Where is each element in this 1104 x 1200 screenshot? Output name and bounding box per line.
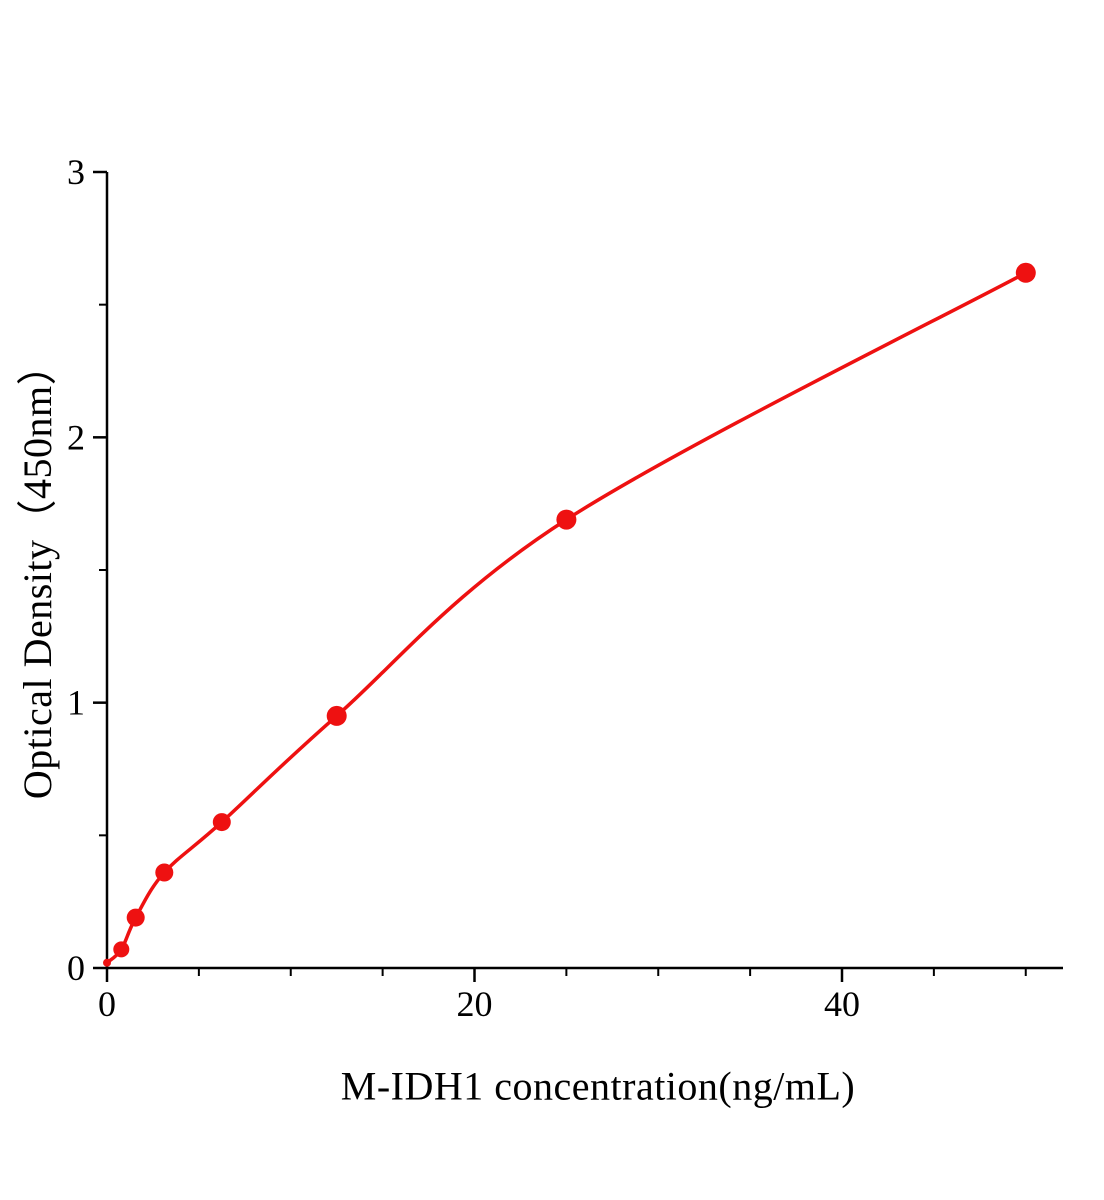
svg-text:0: 0 <box>67 948 85 988</box>
svg-text:0: 0 <box>98 984 116 1024</box>
svg-text:3: 3 <box>67 152 85 192</box>
svg-text:40: 40 <box>824 984 860 1024</box>
svg-text:2: 2 <box>67 417 85 457</box>
y-axis-title: Optical Density（450nm） <box>15 344 60 800</box>
svg-text:1: 1 <box>67 683 85 723</box>
x-axis-title: M-IDH1 concentration(ng/mL) <box>340 1063 856 1109</box>
svg-text:20: 20 <box>457 984 493 1024</box>
